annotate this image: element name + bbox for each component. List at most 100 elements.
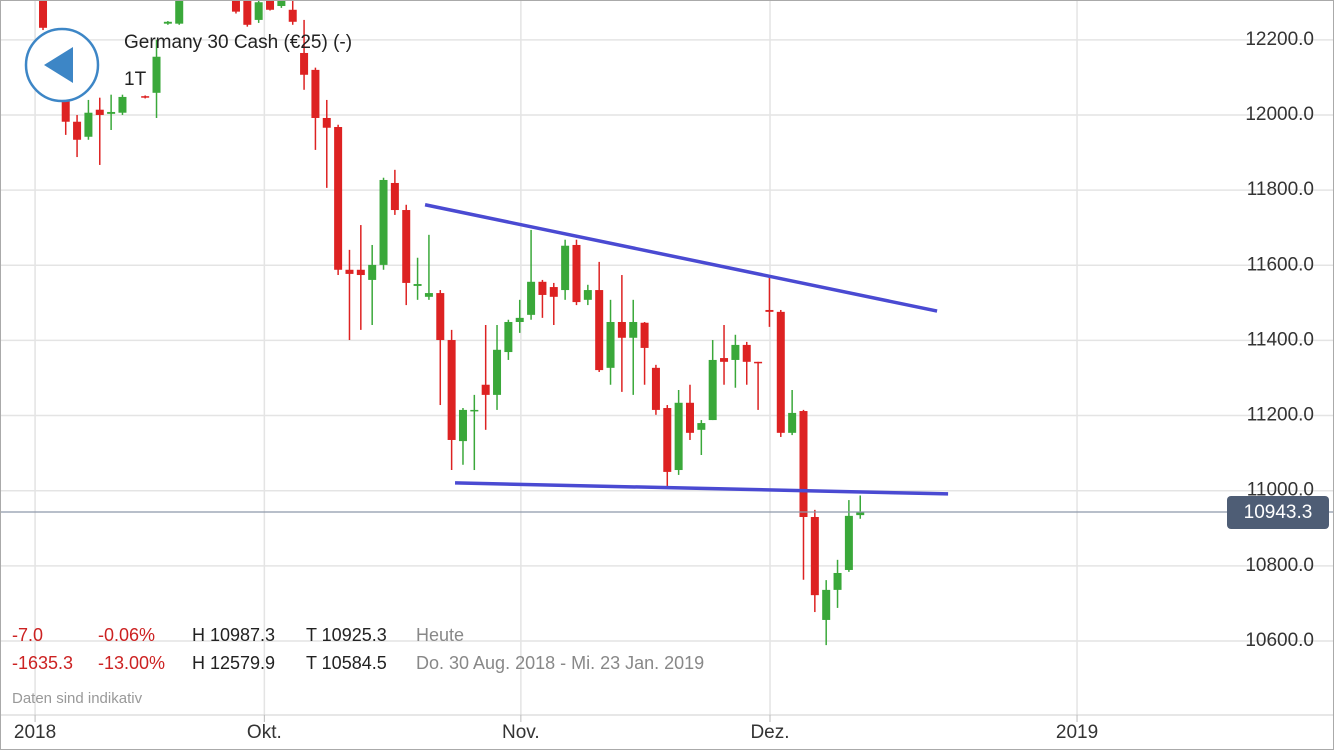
y-tick-label: 11400.0 <box>1247 329 1314 350</box>
candle-body <box>311 69 320 118</box>
candle-body <box>572 244 581 303</box>
candle-body <box>651 367 660 410</box>
candle-body <box>231 0 240 12</box>
candle-body <box>141 96 150 98</box>
candle-body <box>152 56 161 93</box>
candle-body <box>243 0 252 25</box>
candle-body <box>708 359 717 421</box>
candle-body <box>765 309 774 312</box>
candle-body <box>334 126 343 270</box>
back-arrow[interactable] <box>44 47 73 83</box>
info-value: H 10987.3 <box>192 625 275 645</box>
x-tick-label: 2019 <box>1056 722 1098 743</box>
candle-body <box>776 311 785 433</box>
candle-body <box>640 322 649 348</box>
candle-body <box>458 409 467 442</box>
candle-body <box>356 269 365 276</box>
candle-body <box>549 287 558 297</box>
labels: 10600.0 10800.0 11000.0 11200.0 11400.0 11600… <box>1227 29 1329 651</box>
x-tick-label: Nov. <box>502 722 540 743</box>
candle-body <box>515 317 524 322</box>
candle-body <box>300 52 309 75</box>
y-tick-label: 10600.0 <box>1245 630 1314 651</box>
candle-body <box>685 402 694 433</box>
candle-body <box>583 290 592 300</box>
candle-body <box>663 408 672 472</box>
info-value: Heute <box>416 625 464 645</box>
candle-body <box>481 384 490 395</box>
info-value: H 12579.9 <box>192 653 275 673</box>
candle-body <box>39 0 48 28</box>
candle-body <box>61 94 70 122</box>
candle-body <box>118 96 127 113</box>
candle-body <box>73 121 82 140</box>
candle-body <box>447 340 456 440</box>
candle-body <box>413 284 422 286</box>
y-tick-label: 11600.0 <box>1247 254 1314 275</box>
candle-body <box>402 210 411 283</box>
time-axis-bar <box>0 715 1334 750</box>
grid <box>0 0 1334 715</box>
info-value: -13.00% <box>98 653 165 673</box>
candle-body <box>538 281 547 295</box>
x-tick-label: Dez. <box>750 722 789 743</box>
candle-body <box>810 516 819 596</box>
candle-body <box>674 402 683 471</box>
info-value: Do. 30 Aug. 2018 - Mi. 23 Jan. 2019 <box>416 653 704 673</box>
trend-line <box>454 481 949 496</box>
candle-body <box>822 589 831 620</box>
info-value: -0.06% <box>98 625 155 645</box>
candle-body <box>322 117 331 128</box>
candle-body <box>95 109 104 115</box>
last-price-label: 10943.3 <box>1244 502 1313 523</box>
candle-body <box>844 515 853 570</box>
x-tick-label: 2018 <box>14 722 56 743</box>
candle-body <box>493 349 502 395</box>
candle-body <box>799 411 808 517</box>
candle-body <box>833 572 842 590</box>
candle-body <box>84 112 93 137</box>
x-axis: 2018 Okt. Nov. Dez. 2019 <box>14 715 1098 743</box>
y-tick-label: 12200.0 <box>1245 29 1314 50</box>
candle-body <box>266 0 275 10</box>
candle-body <box>527 281 536 315</box>
instrument-title: Germany 30 Cash (€25) (-) <box>124 32 352 53</box>
candle-body <box>424 293 433 297</box>
candle-body <box>629 321 638 338</box>
candle-body <box>754 361 763 364</box>
candle-body <box>390 182 399 211</box>
candle-body <box>731 344 740 360</box>
candle-body <box>345 269 354 274</box>
candle-body <box>368 264 377 280</box>
candle-body <box>856 511 865 516</box>
candle-body <box>606 321 615 368</box>
disclaimer: Daten sind indikativ <box>12 690 143 707</box>
candle-body <box>697 423 706 430</box>
candle-body <box>175 0 184 24</box>
candle-body <box>595 290 604 371</box>
trend-line <box>424 203 938 313</box>
candle-body <box>561 245 570 291</box>
plot-area <box>0 0 1334 646</box>
info-panel: -7.0 -0.06% H 10987.3 T 10925.3 Heute -1635.3… <box>12 625 704 673</box>
candle-body <box>379 179 388 265</box>
y-tick-label: 11000.0 <box>1247 480 1314 501</box>
y-tick-label: 11800.0 <box>1247 179 1314 200</box>
last-price-tag <box>1227 495 1329 529</box>
candle-body <box>742 344 751 362</box>
y-tick-label: 10800.0 <box>1245 555 1314 576</box>
candle-body <box>504 321 513 353</box>
candle-body <box>470 409 479 412</box>
info-value: T 10925.3 <box>306 625 387 645</box>
candle-body <box>277 0 286 7</box>
candle-body <box>788 412 797 433</box>
info-value: T 10584.5 <box>306 653 387 673</box>
info-value: -7.0 <box>12 625 43 645</box>
candle-body <box>436 293 445 341</box>
back-button[interactable] <box>24 27 100 103</box>
x-tick-label: Okt. <box>247 722 282 743</box>
candle-body <box>288 9 297 22</box>
timeframe: 1T <box>124 69 147 90</box>
candle-body <box>254 2 263 20</box>
